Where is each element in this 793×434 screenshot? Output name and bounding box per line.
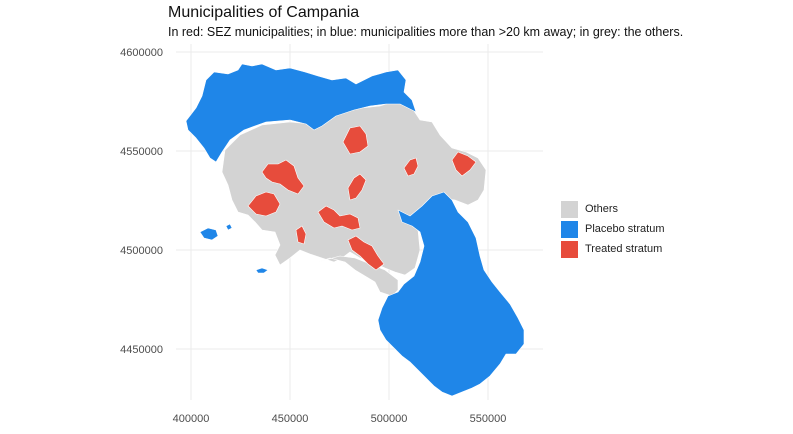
treated-area (403, 157, 419, 177)
x-tick-label: 550000 (470, 413, 507, 425)
island-ischia (199, 227, 219, 241)
legend-item-treated: Treated stratum (561, 239, 664, 259)
treated-area (451, 151, 477, 177)
legend: Others Placebo stratum Treated stratum (561, 199, 664, 259)
legend-label: Others (585, 203, 619, 215)
region-placebo-north (185, 63, 417, 163)
region-placebo-south (377, 191, 525, 397)
legend-swatch-others (561, 200, 578, 218)
treated-area (247, 191, 281, 217)
y-tick-label: 4550000 (120, 146, 163, 158)
y-tick-label: 4450000 (120, 344, 163, 356)
y-axis: 4600000 4550000 4500000 4450000 (120, 47, 163, 356)
treated-area (347, 173, 367, 201)
y-tick-label: 4500000 (120, 245, 163, 257)
x-tick-label: 400000 (173, 413, 210, 425)
legend-swatch-placebo (561, 220, 578, 238)
map-title: Municipalities of Campania (168, 4, 360, 21)
treated-area (261, 159, 305, 195)
treated-area (317, 205, 361, 231)
legend-label: Treated stratum (585, 243, 663, 255)
legend-item-others: Others (561, 199, 664, 219)
treated-area (295, 225, 307, 245)
island-procida (225, 223, 233, 231)
legend-label: Placebo stratum (585, 223, 665, 235)
map-subtitle: In red: SEZ municipalities; in blue: mun… (168, 25, 684, 39)
campania-map (185, 63, 525, 397)
treated-area (347, 235, 385, 271)
x-tick-label: 500000 (371, 413, 408, 425)
y-tick-label: 4600000 (120, 47, 163, 59)
legend-swatch-treated (561, 240, 578, 258)
x-tick-label: 450000 (272, 413, 309, 425)
island-capri (255, 267, 269, 274)
x-axis: 400000 450000 500000 550000 (173, 413, 507, 425)
legend-item-placebo: Placebo stratum (561, 219, 664, 239)
treated-area (342, 125, 369, 155)
